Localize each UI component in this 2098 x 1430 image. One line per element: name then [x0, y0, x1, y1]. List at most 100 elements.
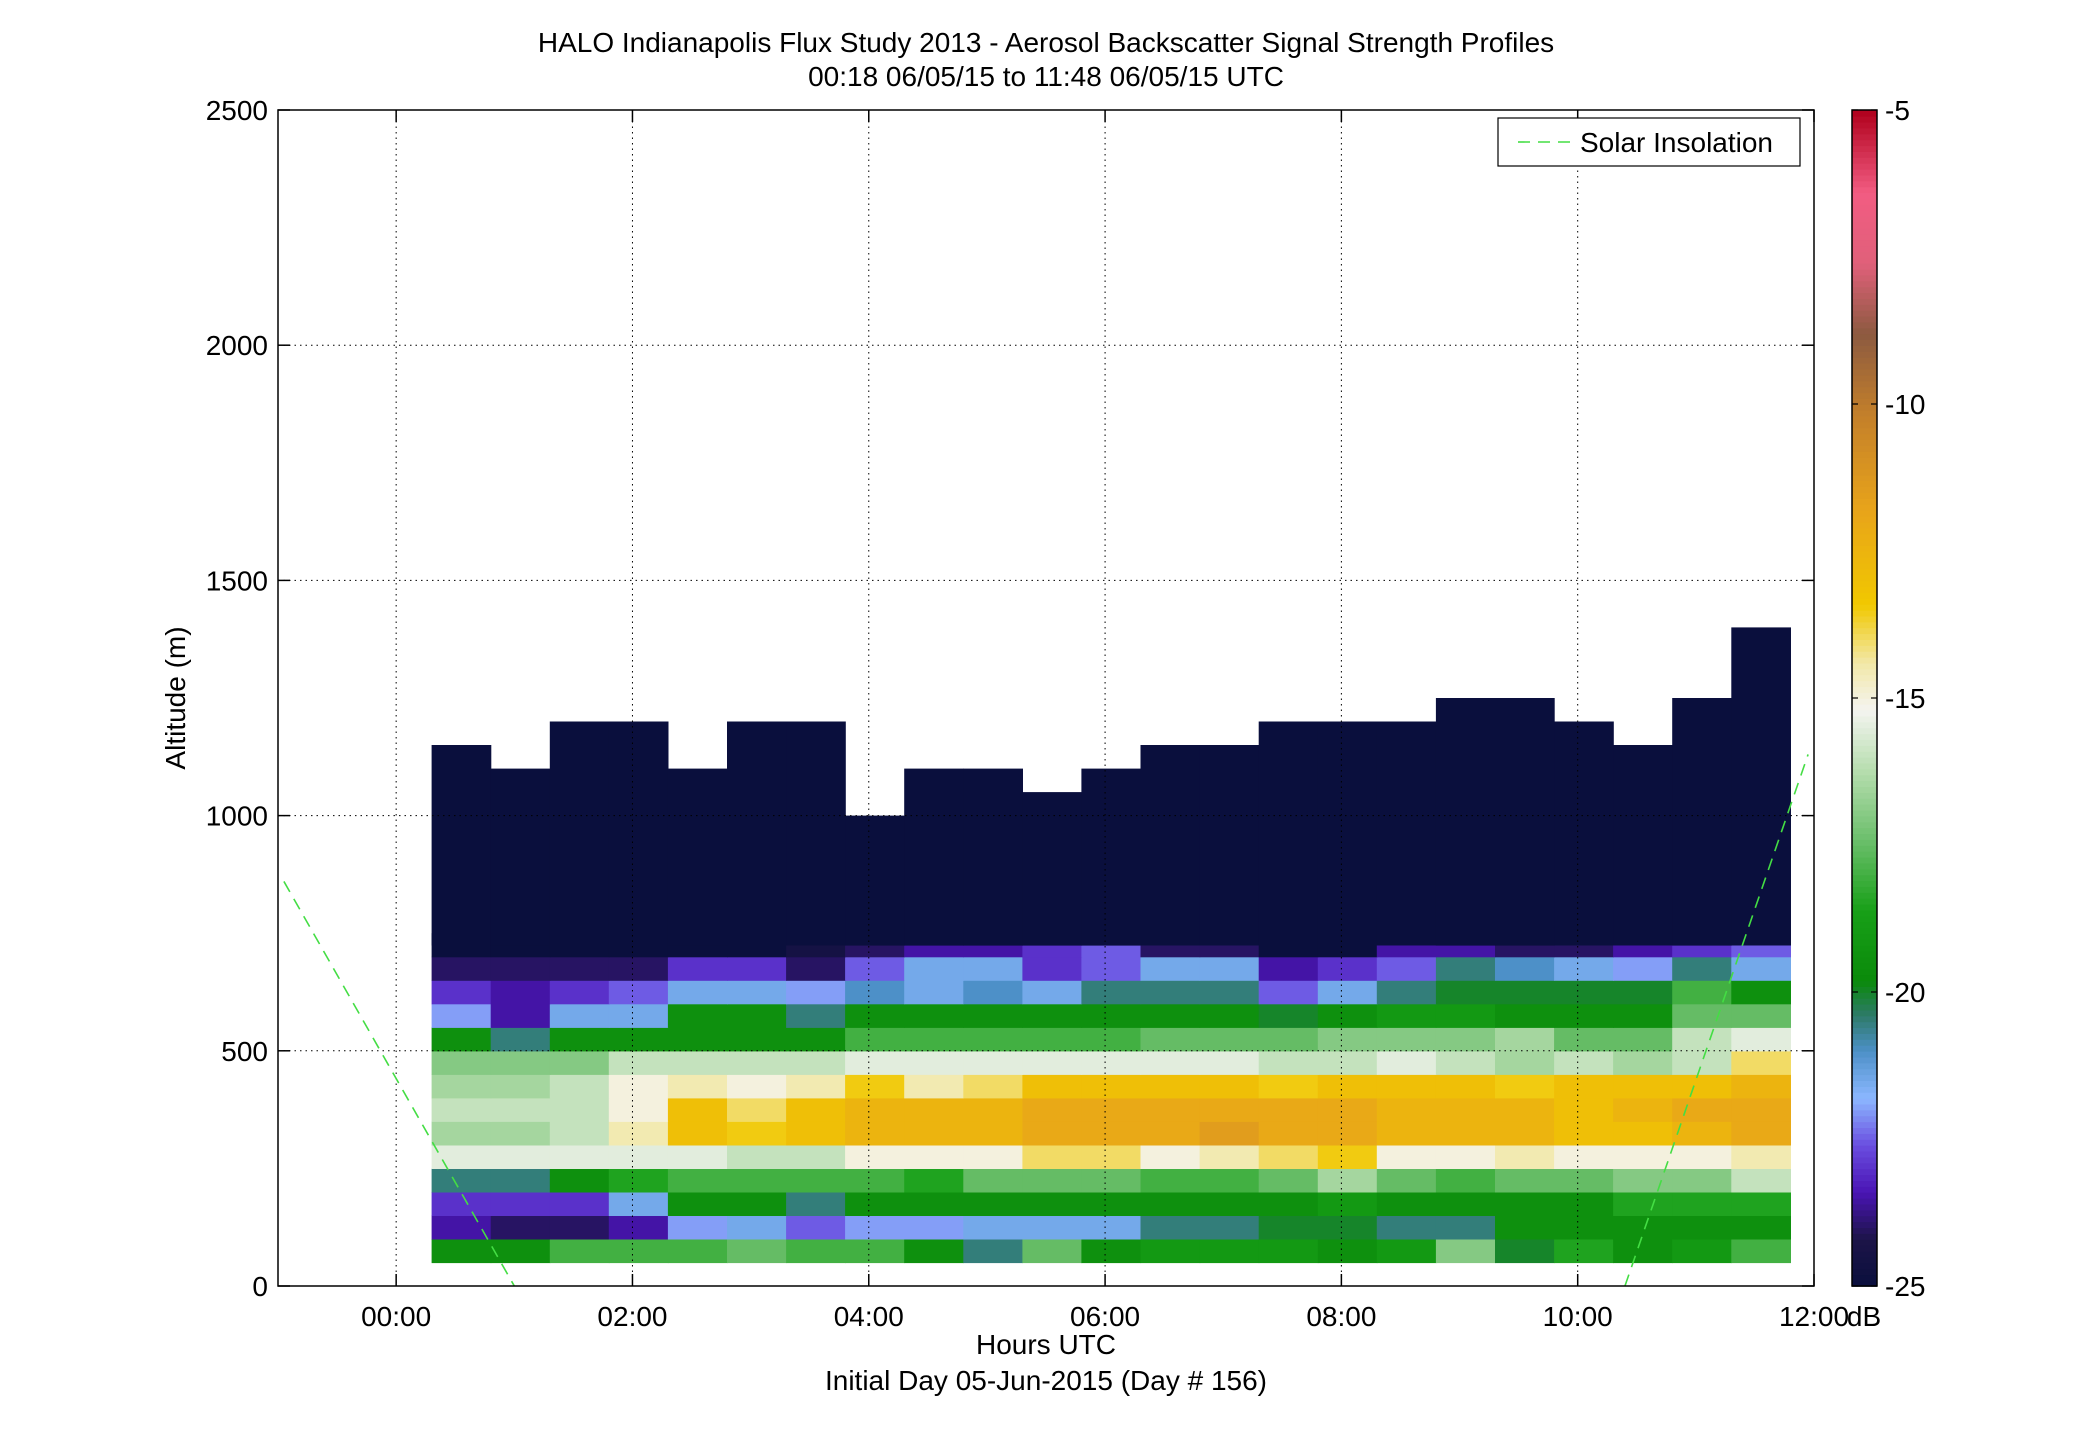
y-tick-label: 2000	[206, 330, 268, 361]
heatmap-cell	[1258, 980, 1319, 1005]
colorbar-segment	[1852, 245, 1877, 252]
colorbar-segment	[1852, 645, 1877, 652]
heatmap-cell	[1435, 1027, 1496, 1052]
colorbar-segment	[1852, 427, 1877, 435]
heatmap-cell	[1258, 721, 1319, 946]
colorbar-segment	[1852, 862, 1877, 870]
colorbar-segment	[1852, 521, 1877, 529]
y-tick-label: 500	[221, 1036, 268, 1067]
heatmap-cell	[1258, 1121, 1319, 1146]
heatmap-cell	[904, 1027, 964, 1052]
heatmap-cell	[1258, 1097, 1319, 1122]
heatmap-cell	[1199, 1121, 1260, 1146]
colorbar-segment	[1852, 621, 1877, 629]
heatmap-cell	[904, 1097, 964, 1122]
colorbar-segment	[1852, 1215, 1877, 1223]
x-tick-label: 12:00	[1779, 1301, 1849, 1332]
colorbar-segment	[1852, 1227, 1877, 1234]
colorbar-segment	[1852, 462, 1877, 470]
heatmap-cell	[963, 1191, 1023, 1216]
heatmap-cell	[1199, 1097, 1260, 1122]
colorbar-segment	[1852, 962, 1877, 970]
colorbar-segment	[1852, 192, 1877, 199]
heatmap-cell	[608, 1239, 669, 1264]
heatmap-cell	[963, 1074, 1023, 1099]
heatmap-cell	[1081, 1097, 1142, 1122]
heatmap-cell	[1731, 1239, 1791, 1264]
heatmap-cell	[1613, 1097, 1673, 1122]
colorbar-segment	[1852, 956, 1877, 964]
heatmap-cell	[1435, 1239, 1496, 1264]
heatmap-cell	[431, 956, 492, 981]
heatmap-cell	[490, 980, 551, 1005]
colorbar-segment	[1852, 1109, 1877, 1117]
heatmap-cell	[1140, 1121, 1201, 1146]
colorbar-segment	[1852, 974, 1877, 982]
heatmap-cell	[1672, 980, 1732, 1005]
colorbar-segment	[1852, 568, 1877, 576]
colorbar-segment	[1852, 915, 1877, 923]
colorbar-segment	[1852, 856, 1877, 864]
colorbar-segment	[1852, 186, 1877, 194]
heatmap-cell	[1672, 1097, 1732, 1122]
heatmap-cell	[1022, 1074, 1083, 1099]
colorbar-segment	[1852, 433, 1877, 441]
colorbar-tick-label: -25	[1885, 1271, 1925, 1302]
heatmap-cell	[1081, 1144, 1142, 1169]
heatmap-cell	[1495, 1097, 1555, 1122]
heatmap-cell	[1376, 1121, 1437, 1146]
colorbar-segment	[1852, 715, 1877, 723]
heatmap-cell	[1435, 1050, 1496, 1075]
heatmap-cell	[490, 1239, 551, 1264]
heatmap-cell	[845, 1003, 905, 1028]
heatmap-cell	[1554, 1121, 1614, 1146]
heatmap-cell	[1435, 1191, 1496, 1216]
colorbar-segment	[1852, 498, 1877, 505]
heatmap-cell	[1554, 1097, 1614, 1122]
colorbar-segment	[1852, 668, 1877, 676]
heatmap-cell	[904, 1074, 964, 1099]
heatmap-cell	[1731, 956, 1791, 981]
heatmap-cell	[608, 1215, 669, 1240]
colorbar-segment	[1852, 927, 1877, 934]
heatmap-cell	[1081, 1074, 1142, 1099]
colorbar-segment	[1852, 980, 1877, 987]
colorbar-segment	[1852, 727, 1877, 735]
solar-insolation-line	[1624, 754, 1809, 1287]
colorbar-segment	[1852, 944, 1877, 952]
heatmap-cell	[845, 1168, 905, 1193]
heatmap-cell	[904, 768, 964, 946]
colorbar-segment	[1852, 445, 1877, 452]
colorbar-tick-label: -5	[1885, 95, 1910, 126]
colorbar-segment	[1852, 845, 1877, 852]
heatmap-cell	[963, 1239, 1023, 1264]
colorbar-segment	[1852, 756, 1877, 764]
heatmap-cell	[1376, 1144, 1437, 1169]
heatmap-cell	[1731, 1003, 1791, 1028]
heatmap-cell	[1731, 980, 1791, 1005]
heatmap-cell	[1554, 980, 1614, 1005]
colorbar-segment	[1852, 492, 1877, 499]
heatmap-cell	[490, 1144, 551, 1169]
colorbar-segment	[1852, 1150, 1877, 1158]
colorbar-segment	[1852, 950, 1877, 958]
colorbar-segment	[1852, 168, 1877, 176]
heatmap-cell	[1672, 956, 1732, 981]
heatmap-cell	[549, 1003, 610, 1028]
colorbar-segment	[1852, 356, 1877, 364]
heatmap-cell	[963, 1027, 1023, 1052]
heatmap-cell	[1317, 956, 1378, 981]
heatmap-cell	[786, 1027, 846, 1052]
heatmap-cell	[1554, 1003, 1614, 1028]
colorbar-segment	[1852, 1168, 1877, 1176]
colorbar-segment	[1852, 1280, 1877, 1287]
y-axis-label: Altitude (m)	[160, 626, 191, 769]
colorbar-segment	[1852, 1180, 1877, 1187]
heatmap-cell	[1140, 1168, 1201, 1193]
heatmap-cell	[963, 956, 1023, 981]
heatmap-cell	[1317, 980, 1378, 1005]
heatmap-cell	[1672, 1027, 1732, 1052]
colorbar-segment	[1852, 1197, 1877, 1205]
heatmap-cell	[1376, 1003, 1437, 1028]
heatmap-cell	[431, 745, 492, 946]
